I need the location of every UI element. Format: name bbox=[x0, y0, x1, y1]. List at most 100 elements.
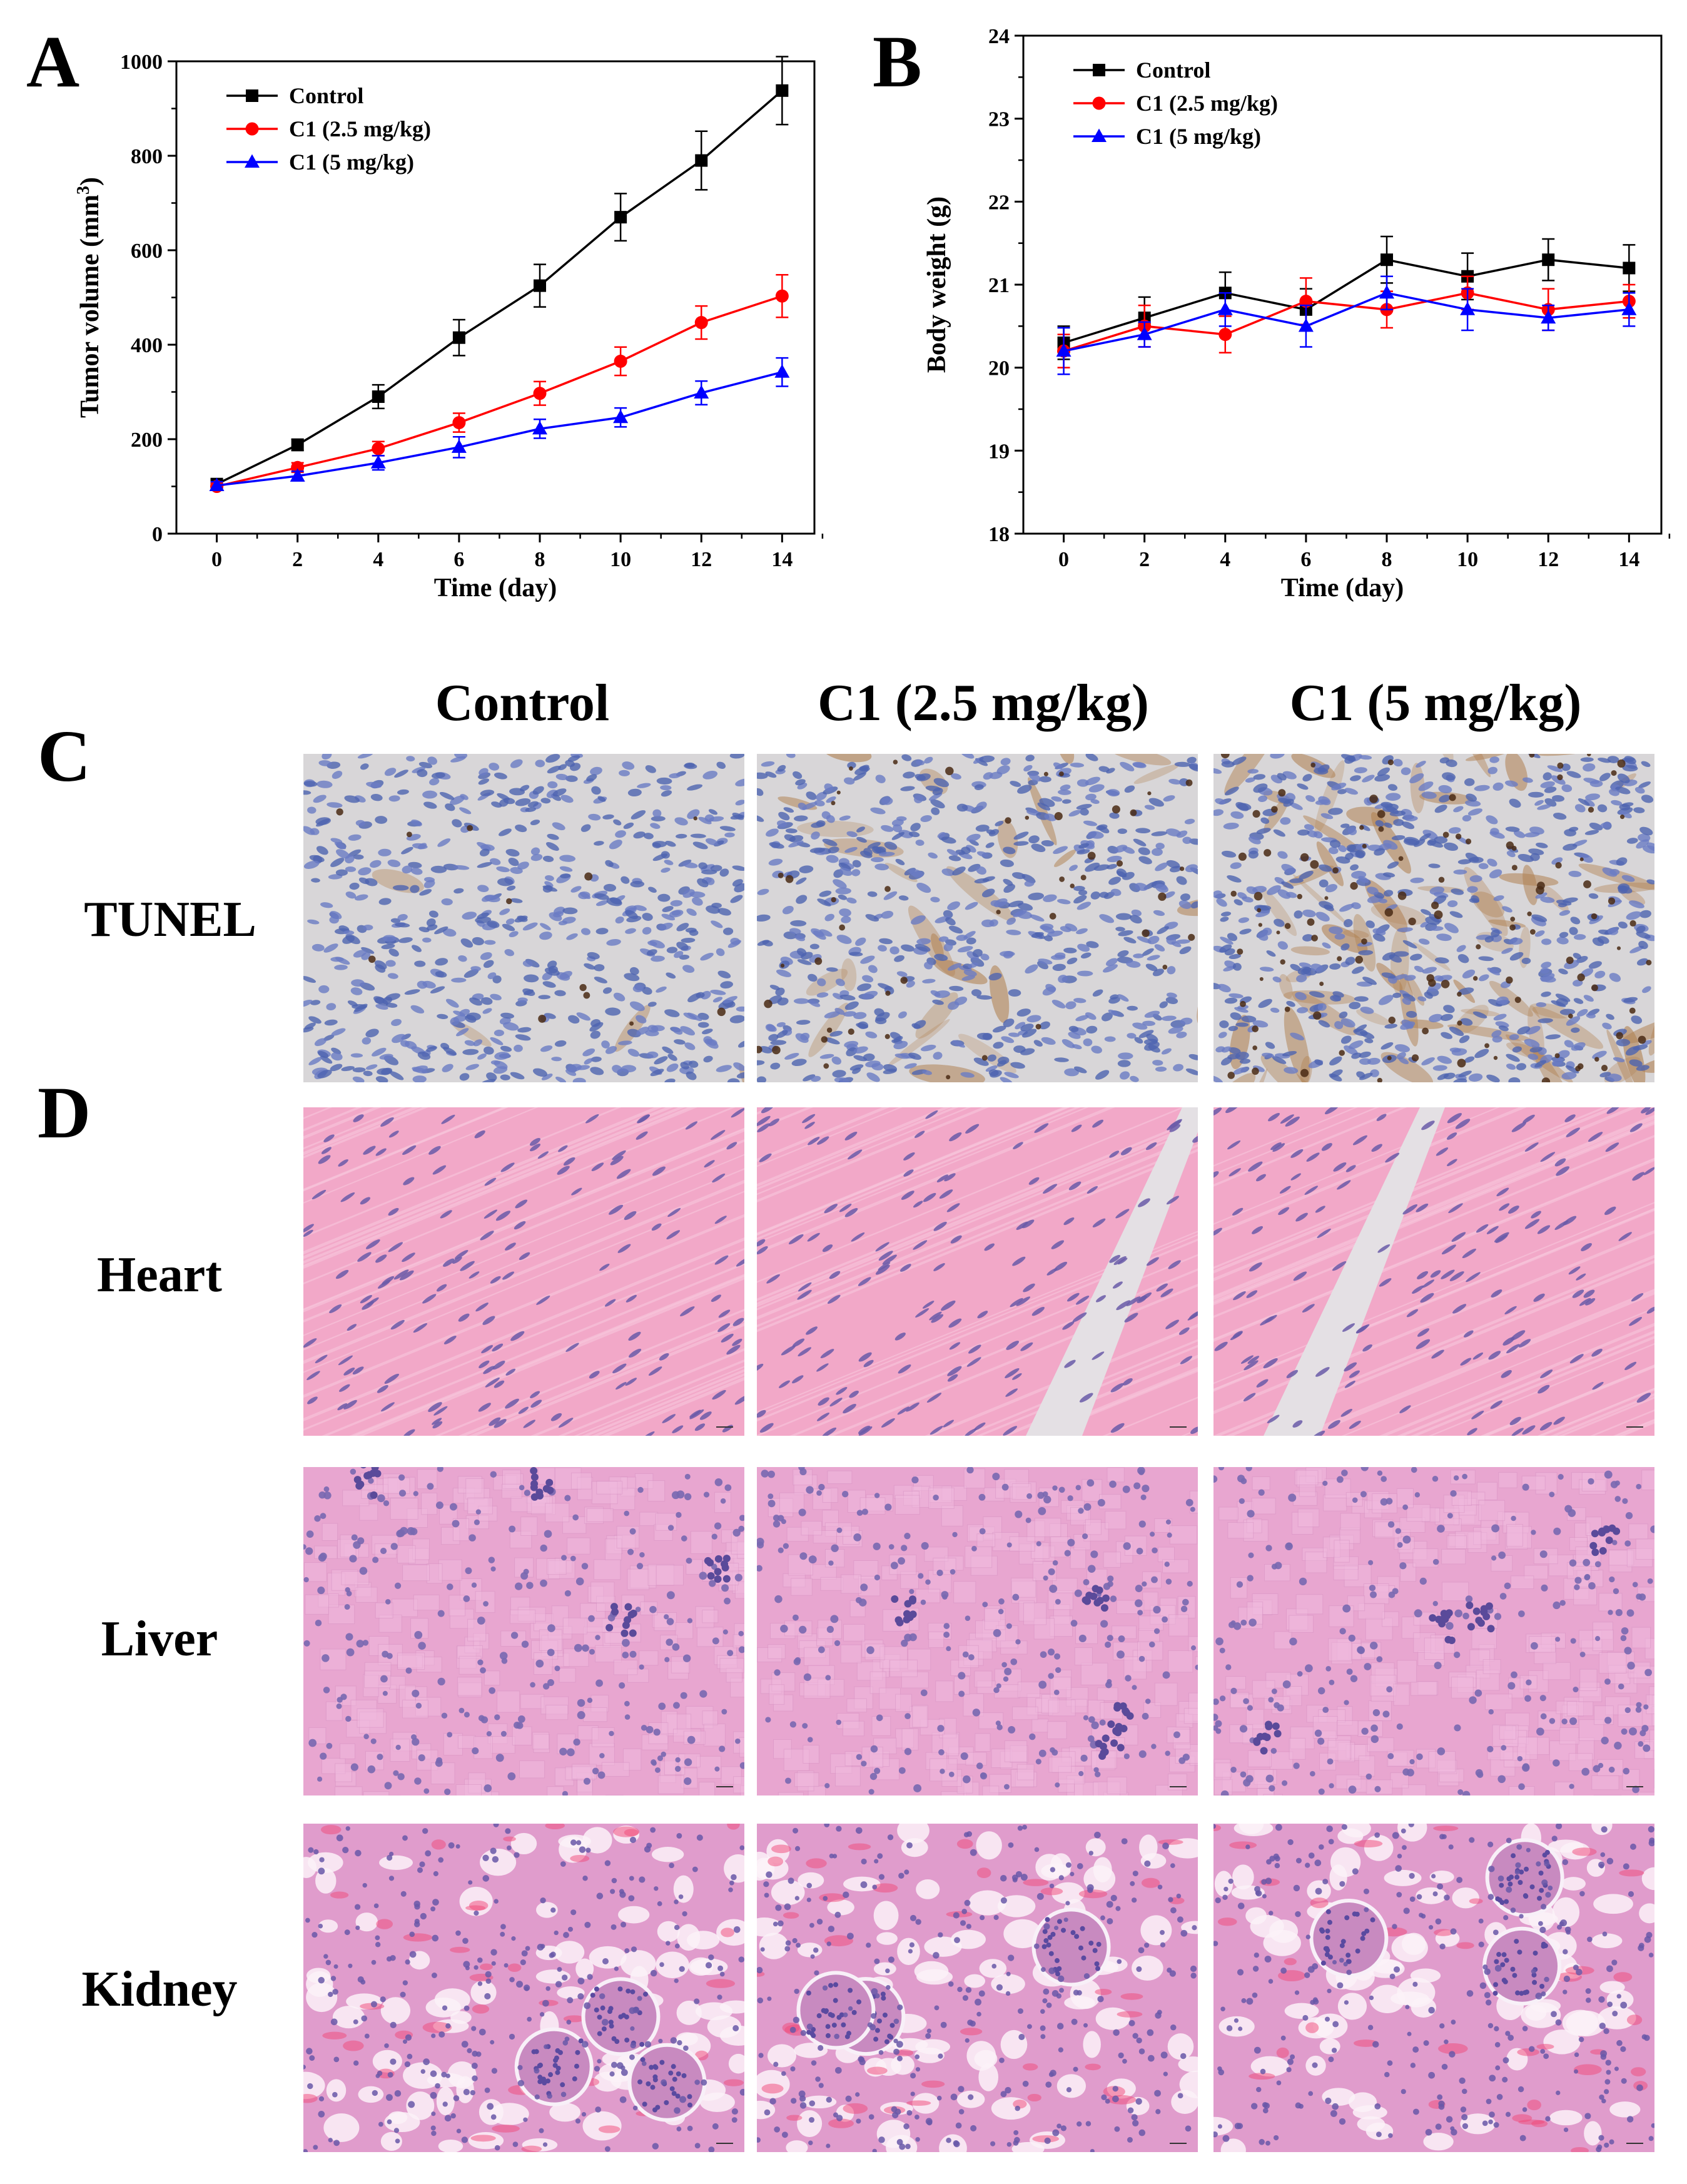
nucleus bbox=[1633, 807, 1645, 813]
apoptotic-nucleus bbox=[1511, 845, 1517, 851]
apoptotic-nucleus bbox=[772, 1045, 781, 1055]
nucleus bbox=[1552, 795, 1565, 802]
nucleus bbox=[646, 949, 657, 956]
nucleus bbox=[908, 1052, 921, 1060]
nucleus bbox=[1093, 1767, 1099, 1773]
nucleus bbox=[1534, 1060, 1547, 1068]
nucleus bbox=[401, 846, 413, 855]
apoptotic-nucleus bbox=[1529, 754, 1535, 758]
chart-b-ytick-label: 18 bbox=[988, 523, 1010, 546]
nucleus bbox=[687, 1735, 696, 1744]
nucleus bbox=[768, 1493, 774, 1500]
nucleus bbox=[323, 1486, 330, 1492]
nucleus bbox=[437, 1013, 448, 1020]
nucleus bbox=[330, 957, 344, 962]
nucleus bbox=[1541, 962, 1552, 968]
nucleus bbox=[1099, 1719, 1106, 1726]
nucleus bbox=[1052, 1485, 1058, 1491]
fiber-line bbox=[600, 1376, 744, 1436]
nucleus bbox=[577, 1699, 585, 1707]
nucleus bbox=[735, 778, 744, 787]
apoptotic-nucleus bbox=[1252, 810, 1260, 818]
nucleus bbox=[460, 1261, 475, 1271]
fiber-line bbox=[757, 1135, 1198, 1320]
nucleus bbox=[853, 1012, 867, 1020]
apoptotic-nucleus bbox=[1568, 1013, 1573, 1019]
nucleus bbox=[602, 987, 612, 994]
nucleus bbox=[572, 1514, 579, 1521]
nucleus bbox=[1054, 1261, 1068, 1271]
nucleus bbox=[686, 1557, 692, 1564]
nucleus bbox=[1138, 1655, 1145, 1662]
nucleus bbox=[1377, 1244, 1391, 1253]
nucleus bbox=[788, 840, 804, 848]
nucleus bbox=[1215, 1728, 1222, 1734]
nucleus bbox=[843, 1403, 856, 1414]
hepatocyte bbox=[639, 1650, 659, 1666]
nucleus bbox=[1318, 1788, 1325, 1795]
nucleus bbox=[1085, 1012, 1097, 1020]
nucleus bbox=[624, 973, 640, 982]
nucleus bbox=[547, 1624, 555, 1632]
nucleus bbox=[1070, 763, 1085, 768]
nucleus bbox=[1048, 1648, 1055, 1656]
nucleus bbox=[946, 1203, 960, 1212]
apoptotic-nucleus bbox=[1438, 876, 1445, 883]
nucleus bbox=[1614, 1480, 1620, 1486]
nucleus bbox=[664, 1614, 669, 1620]
nucleus bbox=[1098, 766, 1110, 773]
hepatocyte bbox=[627, 1568, 650, 1590]
nucleus bbox=[1034, 1123, 1049, 1133]
nucleus bbox=[1048, 1568, 1055, 1575]
nucleus bbox=[904, 1533, 911, 1540]
nucleus bbox=[716, 948, 725, 957]
nucleus bbox=[1627, 1662, 1635, 1670]
nucleus bbox=[976, 851, 988, 857]
nucleus bbox=[702, 1029, 713, 1035]
nucleus bbox=[362, 1301, 374, 1310]
nucleus bbox=[1584, 830, 1599, 835]
nucleus bbox=[565, 1069, 577, 1076]
nucleus bbox=[494, 1052, 510, 1060]
fiber-line bbox=[1379, 1323, 1654, 1436]
nucleus bbox=[1318, 1020, 1330, 1028]
nucleus bbox=[407, 1527, 415, 1535]
nucleus bbox=[554, 990, 566, 997]
tubule-lumen bbox=[358, 2086, 384, 2103]
nucleus bbox=[404, 989, 420, 995]
apoptotic-nucleus bbox=[1616, 946, 1621, 950]
nucleus bbox=[385, 1598, 391, 1605]
nucleus bbox=[914, 943, 931, 952]
nucleus bbox=[545, 842, 559, 851]
nucleus bbox=[997, 1060, 1007, 1067]
nucleus bbox=[1062, 1321, 1075, 1330]
nucleus bbox=[338, 1355, 353, 1366]
nucleus bbox=[1227, 1140, 1241, 1150]
nucleus bbox=[1309, 1770, 1315, 1777]
nucleus bbox=[732, 1338, 742, 1346]
nucleus bbox=[1367, 1057, 1381, 1065]
nucleus bbox=[1281, 881, 1294, 889]
nucleus-cluster bbox=[1435, 1615, 1443, 1623]
nucleus bbox=[949, 985, 964, 992]
nucleus bbox=[674, 1765, 681, 1772]
nucleus bbox=[552, 2063, 558, 2068]
nucleus bbox=[540, 923, 551, 930]
nucleus bbox=[1458, 987, 1474, 995]
micrograph-image bbox=[303, 1467, 744, 1795]
nucleus bbox=[720, 1498, 726, 1504]
nucleus bbox=[1328, 1420, 1340, 1429]
nucleus bbox=[1609, 868, 1620, 875]
nucleus bbox=[1168, 1260, 1181, 1269]
nucleus bbox=[1092, 1351, 1105, 1360]
nucleus bbox=[315, 1354, 328, 1364]
chart-a-data-point bbox=[614, 354, 627, 368]
apoptotic-nucleus bbox=[831, 801, 836, 806]
nucleus bbox=[380, 1402, 395, 1412]
nucleus bbox=[941, 1300, 956, 1311]
nucleus bbox=[537, 2063, 543, 2068]
nucleus bbox=[1342, 1323, 1355, 1332]
nucleus bbox=[458, 1313, 470, 1322]
nucleus bbox=[1354, 1024, 1367, 1033]
